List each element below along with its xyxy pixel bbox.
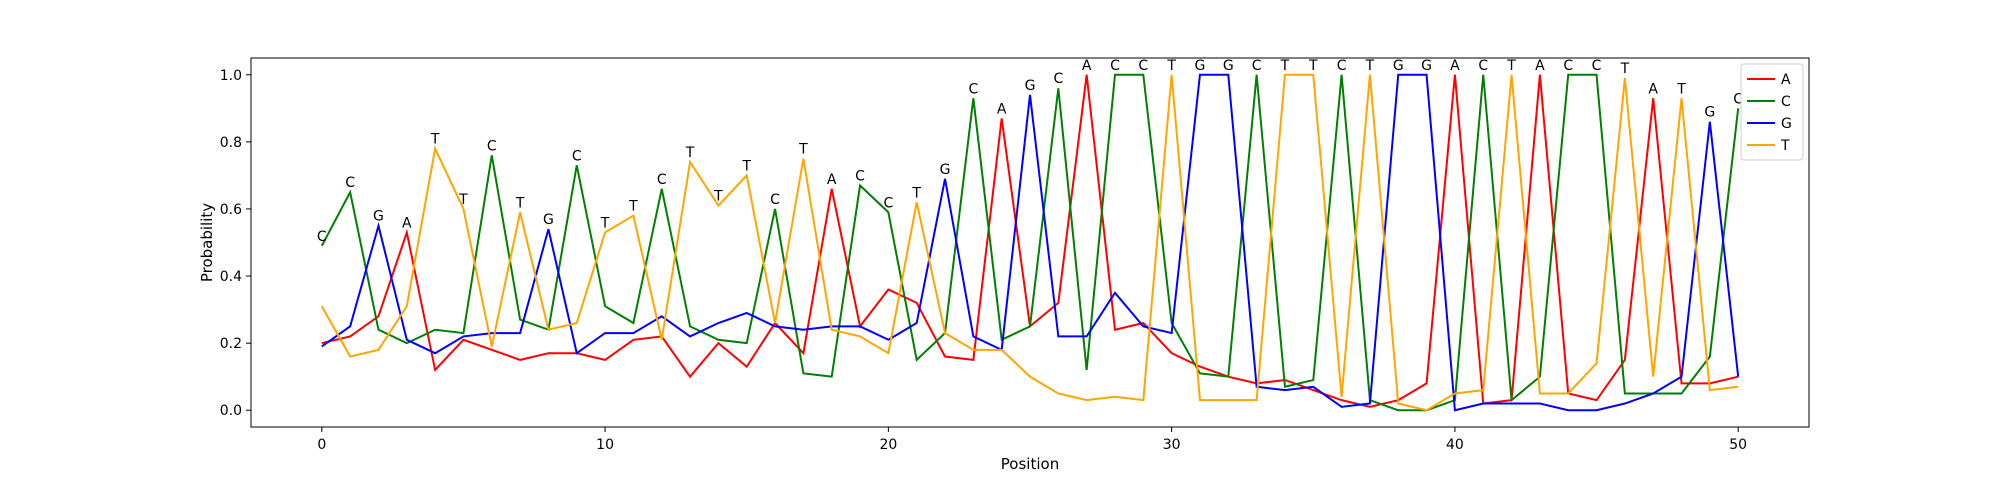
x-tick-label: 30 bbox=[1163, 437, 1181, 453]
x-tick-label: 50 bbox=[1729, 437, 1747, 453]
y-tick-label: 0.8 bbox=[220, 135, 242, 151]
base-annotation: C bbox=[1733, 91, 1743, 107]
base-annotation: C bbox=[1252, 58, 1262, 74]
y-tick-label: 1.0 bbox=[220, 68, 242, 84]
base-annotation: A bbox=[1450, 58, 1460, 74]
base-annotation: T bbox=[515, 195, 525, 211]
base-annotation: C bbox=[1337, 58, 1347, 74]
x-tick-label: 10 bbox=[596, 437, 614, 453]
base-annotation: C bbox=[657, 172, 667, 188]
series-line-G bbox=[321, 73, 1740, 412]
base-annotation: T bbox=[1308, 58, 1318, 74]
x-axis-label: Position bbox=[1001, 455, 1059, 473]
base-annotation: G bbox=[1421, 58, 1432, 74]
base-annotation: C bbox=[1053, 71, 1063, 87]
base-annotation: T bbox=[1676, 81, 1686, 97]
base-annotation: C bbox=[968, 81, 978, 97]
base-annotation: T bbox=[1365, 58, 1375, 74]
legend-label-A: A bbox=[1781, 72, 1791, 88]
base-annotation: C bbox=[317, 229, 327, 245]
base-annotation: T bbox=[458, 192, 468, 208]
base-annotation: G bbox=[940, 162, 951, 178]
base-annotation: A bbox=[1648, 81, 1658, 97]
base-annotation: C bbox=[572, 148, 582, 164]
base-annotation: G bbox=[1025, 78, 1036, 94]
y-axis-ticks: 0.0 0.2 0.4 0.6 0.8 1.0 bbox=[220, 68, 251, 419]
base-annotations: C C G A T T C T G C T T C T T T C T A C C T G C A G C A C C T G G C T T C T G G… bbox=[317, 58, 1743, 245]
base-annotation: T bbox=[600, 215, 610, 231]
base-annotation: G bbox=[1704, 105, 1715, 121]
plot-frame bbox=[250, 57, 1810, 428]
x-tick-label: 20 bbox=[879, 437, 897, 453]
y-tick-label: 0.2 bbox=[220, 336, 242, 352]
base-annotation: C bbox=[1138, 58, 1148, 74]
base-annotation: T bbox=[1166, 58, 1176, 74]
base-annotation: G bbox=[1195, 58, 1206, 74]
base-annotation: T bbox=[1506, 58, 1516, 74]
base-annotation: A bbox=[827, 172, 837, 188]
base-annotation: C bbox=[345, 175, 355, 191]
base-annotation: A bbox=[1535, 58, 1545, 74]
base-annotation: A bbox=[402, 215, 412, 231]
y-tick-label: 0.0 bbox=[220, 403, 242, 419]
base-annotation: G bbox=[1393, 58, 1404, 74]
y-tick-label: 0.6 bbox=[220, 202, 242, 218]
base-annotation: C bbox=[855, 168, 865, 184]
base-annotation: G bbox=[1223, 58, 1234, 74]
x-tick-label: 0 bbox=[317, 437, 326, 453]
legend-label-T: T bbox=[1780, 138, 1790, 154]
base-annotation: T bbox=[430, 132, 440, 148]
base-annotation: C bbox=[1110, 58, 1120, 74]
base-annotation: C bbox=[770, 192, 780, 208]
y-axis-label: Probability bbox=[198, 203, 216, 282]
base-annotation: C bbox=[883, 195, 893, 211]
base-annotation: T bbox=[628, 199, 638, 215]
base-annotation: T bbox=[798, 142, 808, 158]
base-annotation: G bbox=[373, 209, 384, 225]
base-annotation: T bbox=[741, 158, 751, 174]
base-annotation: T bbox=[1280, 58, 1290, 74]
base-annotation: G bbox=[543, 212, 554, 228]
base-annotation: T bbox=[685, 145, 695, 161]
base-annotation: C bbox=[1478, 58, 1488, 74]
legend-label-C: C bbox=[1781, 94, 1791, 110]
base-annotation: C bbox=[1592, 58, 1602, 74]
base-annotation: A bbox=[997, 101, 1007, 117]
series-lines bbox=[320, 73, 1740, 412]
x-axis-ticks: 0 10 20 30 40 50 bbox=[317, 427, 1747, 453]
base-annotation: A bbox=[1082, 58, 1092, 74]
base-annotation: T bbox=[1620, 61, 1630, 77]
y-tick-label: 0.4 bbox=[220, 269, 242, 285]
legend-label-G: G bbox=[1781, 116, 1792, 132]
base-annotation: C bbox=[1563, 58, 1573, 74]
base-annotation: T bbox=[713, 189, 723, 205]
legend-box bbox=[1740, 63, 1804, 161]
series-line-T bbox=[320, 73, 1739, 412]
base-annotation: T bbox=[911, 185, 921, 201]
x-tick-label: 40 bbox=[1446, 437, 1464, 453]
base-annotation: C bbox=[487, 138, 497, 154]
